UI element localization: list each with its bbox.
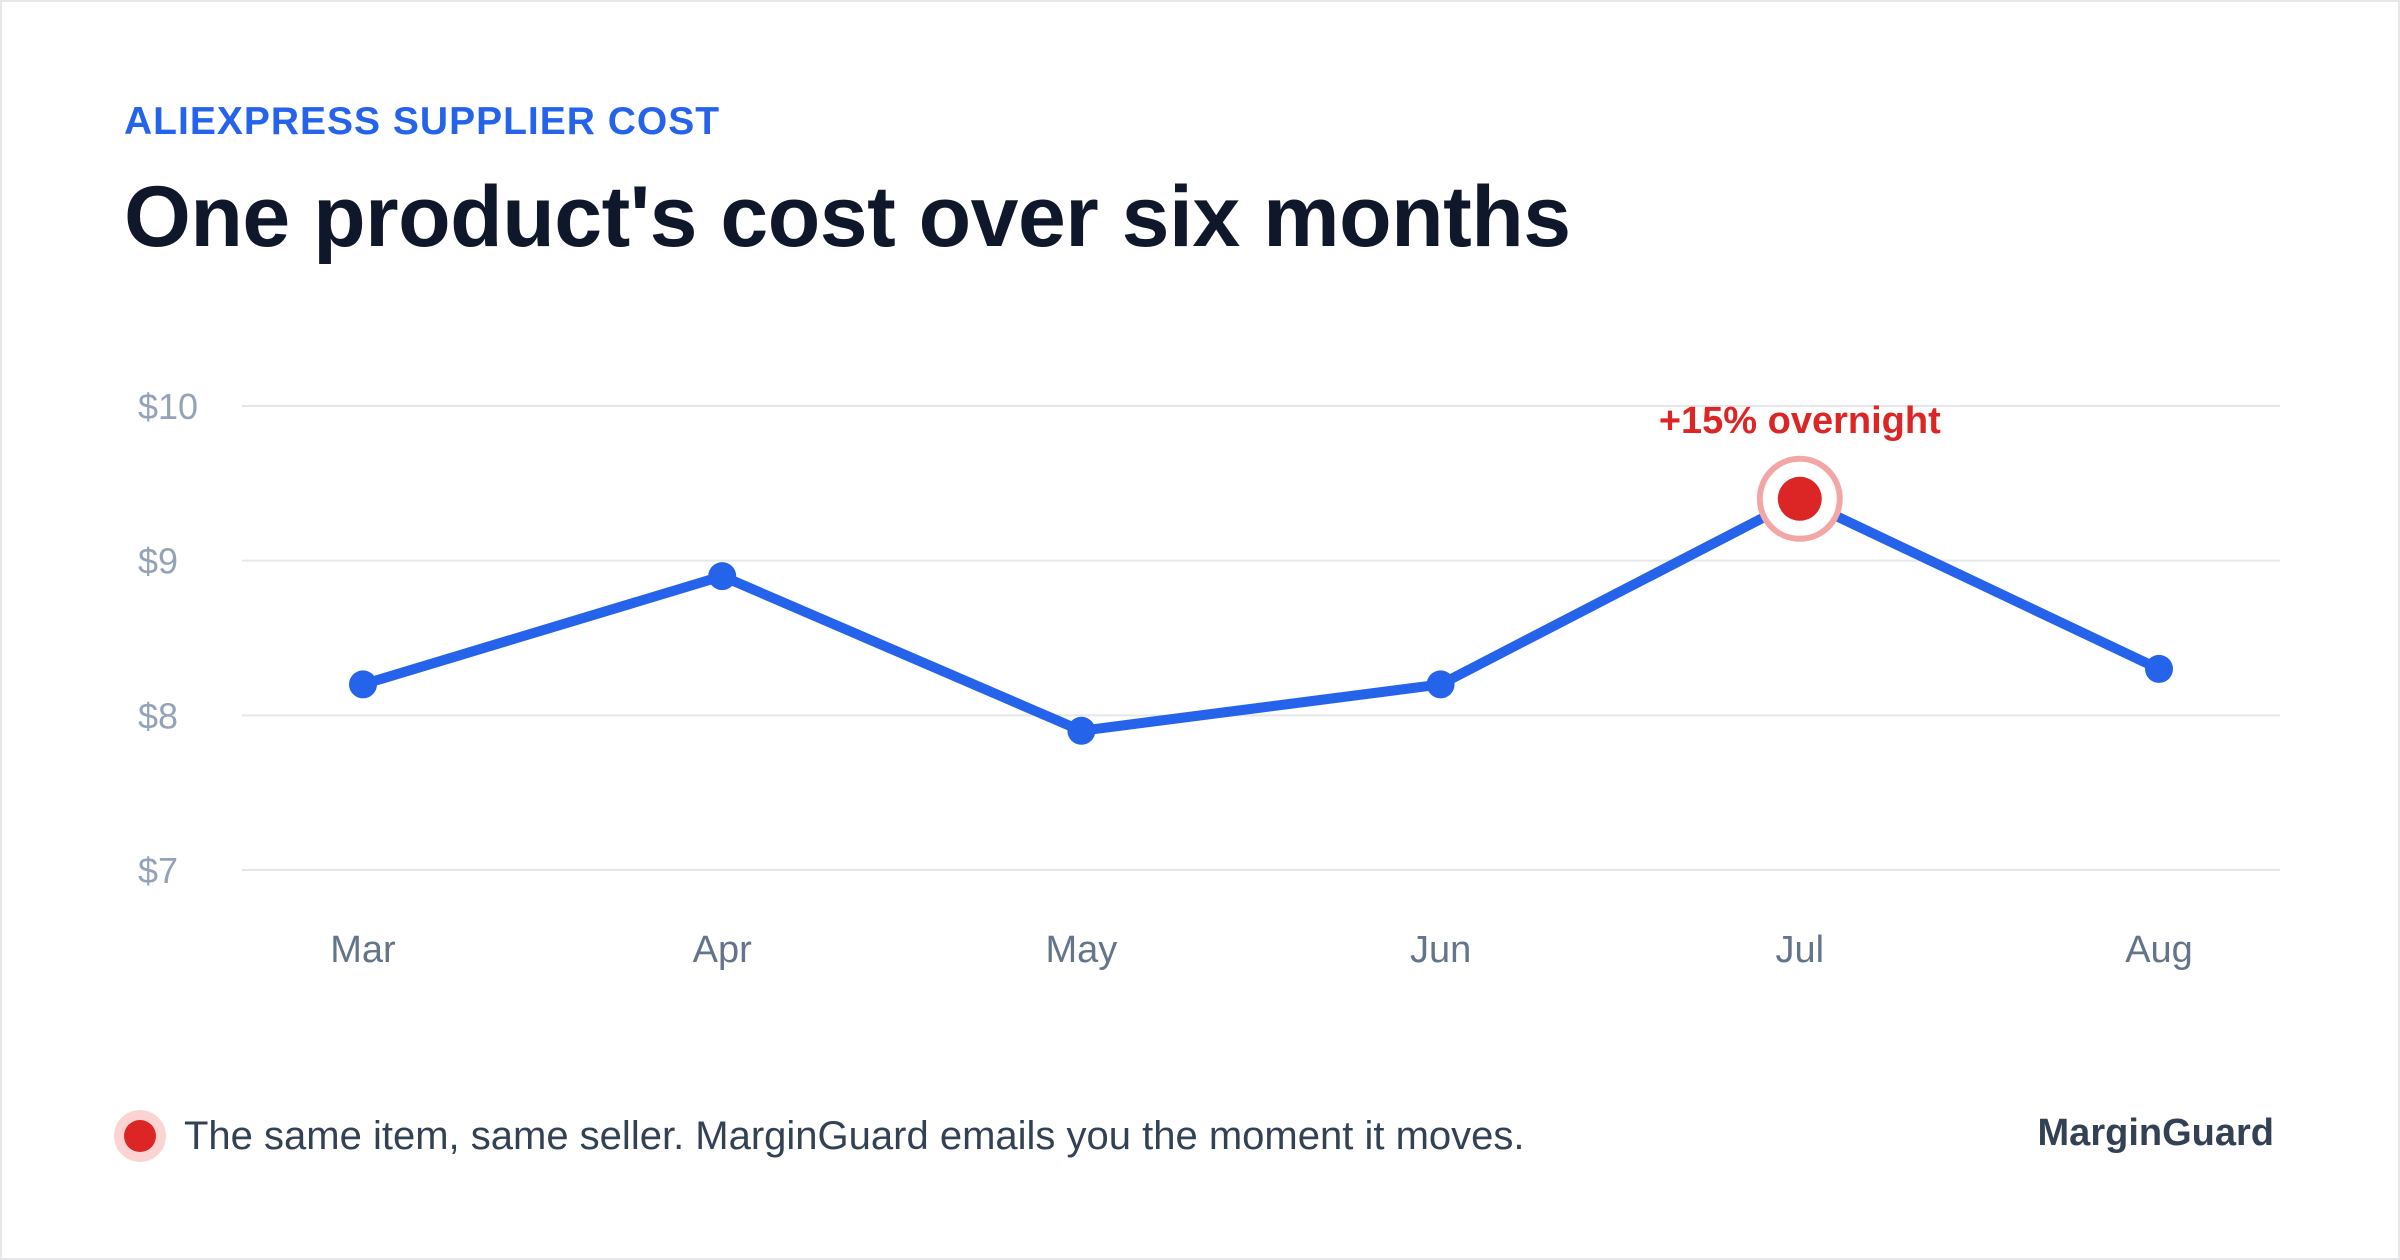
y-tick-label: $10 — [138, 386, 198, 427]
brand-name: MarginGuard — [2037, 1112, 2274, 1154]
y-tick-label: $8 — [138, 695, 178, 736]
series-line — [358, 493, 2164, 736]
footer-note: The same item, same seller. MarginGuard … — [184, 1114, 1525, 1158]
line-chart: $7 $8 $9 $10 Mar Apr May Jun Jul Aug +15% overni… — [138, 386, 2280, 971]
chart-footer: The same item, same seller. MarginGuard … — [114, 1110, 1525, 1162]
x-tick-label: Mar — [330, 929, 396, 971]
chart-eyebrow: ALIEXPRESS SUPPLIER COST — [124, 100, 721, 143]
data-point — [1067, 716, 1096, 745]
data-point — [708, 562, 737, 591]
annotation-label: +15% overnight — [1659, 400, 1941, 442]
x-tick-label: Aug — [2125, 929, 2193, 971]
y-tick-label: $9 — [138, 541, 178, 582]
legend-marker-icon — [114, 1110, 166, 1162]
x-tick-label: Apr — [693, 929, 752, 971]
x-tick-label: Jul — [1776, 929, 1825, 971]
chart-title: One product's cost over six months — [124, 169, 1571, 265]
x-tick-label: Jun — [1410, 929, 1471, 971]
data-point — [349, 670, 377, 699]
data-point — [1426, 670, 1455, 699]
y-tick-label: $7 — [138, 850, 178, 891]
data-point — [2145, 654, 2173, 683]
data-point-highlight — [1777, 476, 1822, 521]
x-tick-label: May — [1046, 929, 1118, 971]
